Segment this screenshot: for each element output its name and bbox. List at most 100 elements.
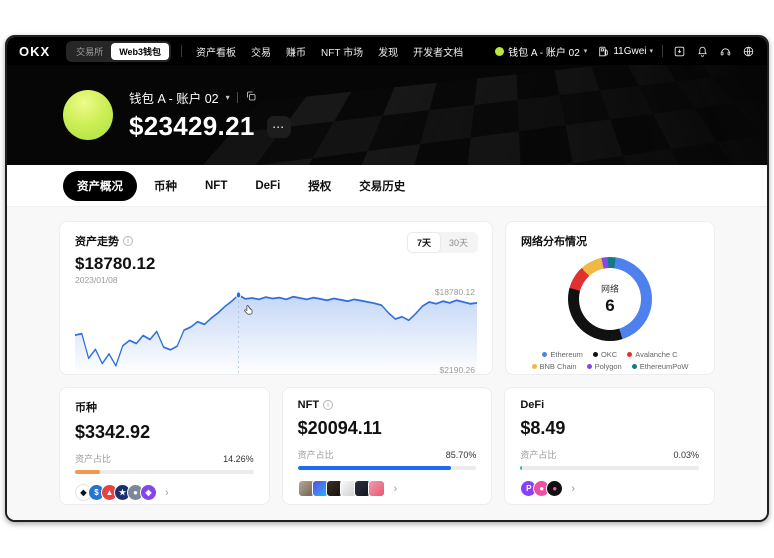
legend-dot: [631, 364, 637, 369]
trend-hover-value: $18780.12: [75, 254, 156, 273]
legend-dot: [531, 364, 537, 369]
account-dropdown[interactable]: 钱包 A - 账户 02 ▾: [495, 44, 587, 59]
copy-address-icon[interactable]: [245, 90, 257, 105]
top-navbar: OKX 交易所 Web3钱包 资产看板 交易 赚币 NFT 市场 发现 开发者文…: [7, 37, 767, 65]
network-legend: Ethereum OKC Avalanche C BNB Chain Polygon Et…: [521, 350, 699, 371]
coins-ratio-label: 资产占比: [75, 454, 112, 464]
range-toggle: 7天 30天: [406, 232, 478, 253]
tab-history[interactable]: 交易历史: [359, 180, 406, 193]
nft-ratio-bar: [297, 466, 477, 470]
defi-summary-card: DeFi $8.49 资产占比 0.03% P ● ● ›: [504, 387, 715, 505]
token-icon: ◆: [75, 484, 92, 501]
notifications-bell-icon[interactable]: [695, 44, 709, 58]
coins-summary-card: 币种 $3342.92 资产占比 14.26% ◆ $ ▲ ★ ● ◈ ›: [59, 387, 270, 505]
network-donut-chart[interactable]: 网络 6: [568, 257, 652, 341]
coins-token-icons[interactable]: ◆ $ ▲ ★ ● ◈ ›: [75, 484, 254, 501]
gas-price-dropdown[interactable]: 11Gwei ▾: [596, 44, 653, 58]
coins-ratio-bar: [75, 470, 254, 474]
legend-dot: [627, 352, 633, 357]
legend-item-ethereumpow: EthereumPoW: [631, 362, 689, 371]
navbar-right: 钱包 A - 账户 02 ▾ 11Gwei ▾: [495, 44, 755, 59]
tab-defi[interactable]: DeFi: [255, 179, 281, 192]
dashboard-content: 资产走势 i 7天 30天 $18780.12 2023/01/08 $1878…: [7, 206, 767, 520]
legend-item-okc: OKC: [592, 350, 617, 359]
cursor-hand-icon: [243, 305, 252, 315]
gas-price-label: 11Gwei: [613, 45, 647, 57]
nav-link-earn[interactable]: 赚币: [286, 47, 307, 59]
coins-ratio-value: 14.26%: [223, 453, 254, 464]
legend-item-polygon: Polygon: [586, 362, 622, 371]
chart-min-label: $2190.26: [439, 365, 475, 375]
tab-coins[interactable]: 币种: [154, 180, 177, 193]
nft-value: $20094.11: [297, 418, 382, 438]
range-30d-button[interactable]: 30天: [448, 238, 468, 248]
network-card-title: 网络分布情况: [521, 236, 587, 248]
expand-chevron-icon[interactable]: ›: [571, 482, 575, 495]
chevron-down-icon: ▾: [649, 48, 653, 55]
expand-chevron-icon[interactable]: ›: [165, 486, 169, 499]
tab-asset-overview[interactable]: 资产概况: [63, 170, 137, 201]
defi-protocol-icons[interactable]: P ● ● ›: [520, 480, 699, 497]
defi-ratio-value: 0.03%: [673, 449, 699, 460]
asset-trend-chart[interactable]: $18780.12 $2190.26: [75, 287, 477, 375]
account-label: 钱包 A - 账户 02: [508, 47, 580, 59]
nav-link-trade[interactable]: 交易: [251, 47, 272, 59]
gas-pump-icon: [596, 44, 610, 58]
okx-logo: OKX: [19, 43, 51, 59]
nav-link-nft-market[interactable]: NFT 市场: [321, 47, 364, 59]
nft-card-title: NFT: [297, 399, 320, 411]
expand-chevron-icon[interactable]: ›: [393, 482, 398, 495]
legend-dot: [586, 364, 592, 369]
nav-link-asset-dashboard[interactable]: 资产看板: [196, 47, 237, 59]
tab-approvals[interactable]: 授权: [308, 180, 332, 193]
defi-value: $8.49: [520, 418, 566, 438]
divider: [236, 92, 238, 103]
chart-max-label: $18780.12: [434, 287, 475, 297]
token-icon: ◈: [140, 484, 157, 501]
nft-ratio-value: 85.70%: [445, 449, 477, 460]
more-actions-button[interactable]: ⋯: [266, 115, 291, 138]
trend-hover-date: 2023/01/08: [75, 275, 118, 285]
trend-card-title: 资产走势: [75, 236, 119, 248]
range-7d-button[interactable]: 7天: [407, 233, 440, 252]
asset-trend-card: 资产走势 i 7天 30天 $18780.12 2023/01/08 $1878…: [59, 221, 493, 375]
chevron-down-icon[interactable]: ▾: [225, 93, 230, 102]
section-tabs: 资产概况 币种 NFT DeFi 授权 交易历史: [7, 165, 767, 206]
defi-ratio-label: 资产占比: [520, 450, 557, 460]
language-globe-icon[interactable]: [741, 44, 755, 58]
toggle-web3-wallet[interactable]: Web3钱包: [111, 42, 170, 60]
app-window: OKX 交易所 Web3钱包 资产看板 交易 赚币 NFT 市场 发现 开发者文…: [5, 35, 769, 522]
toggle-exchange[interactable]: 交易所: [76, 46, 104, 57]
divider: [181, 45, 183, 57]
info-icon[interactable]: i: [323, 400, 334, 410]
tab-nft[interactable]: NFT: [205, 179, 228, 192]
nft-thumbnails[interactable]: ›: [297, 480, 477, 497]
wallet-avatar[interactable]: [63, 90, 113, 140]
network-distribution-card: 网络分布情况 网络 6 Ethereum OKC Avalanche C BNB Ch…: [505, 221, 715, 375]
nav-link-dev-docs[interactable]: 开发者文档: [413, 47, 464, 59]
nft-summary-card: NFT i $20094.11 资产占比 85.70% ›: [281, 387, 493, 505]
legend-item-ethereum: Ethereum: [542, 350, 583, 359]
wallet-name[interactable]: 钱包 A - 账户 02: [129, 92, 219, 106]
download-app-icon[interactable]: [672, 44, 686, 58]
wallet-header: 钱包 A - 账户 02 ▾ $23429.21 ⋯: [7, 65, 767, 165]
legend-dot: [592, 352, 598, 357]
nav-links: 资产看板 交易 赚币 NFT 市场 发现 开发者文档: [196, 44, 463, 59]
token-icon: $: [88, 484, 105, 501]
exchange-web3-toggle: 交易所 Web3钱包: [66, 40, 172, 62]
defi-card-title: DeFi: [520, 399, 545, 411]
nft-ratio-label: 资产占比: [297, 450, 334, 460]
divider: [662, 45, 663, 57]
coins-card-title: 币种: [75, 402, 97, 414]
nft-thumbnail: [367, 480, 385, 497]
support-headset-icon[interactable]: [718, 44, 732, 58]
legend-item-avalanche-c: Avalanche C: [627, 350, 678, 359]
donut-center-value: 6: [605, 296, 615, 315]
nav-link-discover[interactable]: 发现: [378, 47, 399, 59]
chevron-down-icon: ▾: [583, 48, 588, 55]
donut-center-label: 网络: [600, 284, 619, 294]
info-icon[interactable]: i: [123, 236, 133, 246]
total-balance: $23429.21: [129, 111, 255, 141]
account-status-dot: [495, 46, 505, 56]
legend-dot: [542, 352, 548, 357]
